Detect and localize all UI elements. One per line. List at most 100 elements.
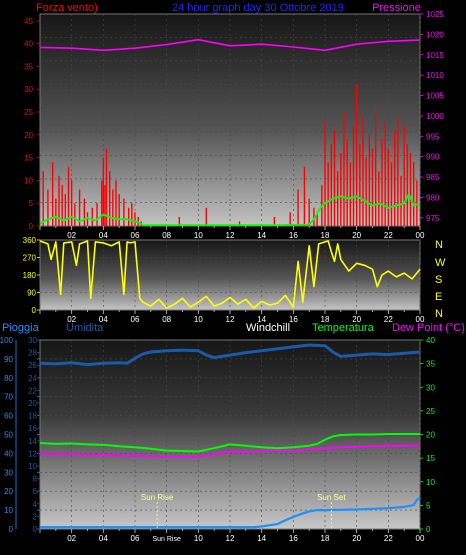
sun-set-label: Sun Set <box>317 493 346 502</box>
direction-grid <box>40 240 421 310</box>
y-tick-label: 360 <box>23 236 37 245</box>
y-tick-label: 10 <box>426 478 435 487</box>
chart-subtitle: 24 hour graph day 30 Ottobre 2019 <box>172 2 344 14</box>
climate-grid <box>40 340 421 529</box>
windchill-title: Windchill <box>246 322 290 334</box>
y-tick-label: 50 <box>4 431 13 440</box>
x-tick-label: 08 <box>162 231 171 240</box>
y-tick-label: 6 <box>33 487 38 496</box>
x-tick-label: 04 <box>99 315 108 324</box>
y-tick-label: 20 <box>28 399 37 408</box>
direction-lines <box>39 240 421 309</box>
compass-label: S <box>435 274 442 286</box>
y-tick-label: 80 <box>4 374 13 383</box>
y-tick-label: 985 <box>426 173 440 182</box>
y-tick-label: 20 <box>4 487 13 496</box>
y-tick-label: 30 <box>28 336 37 345</box>
x-tick-label: 00 <box>416 534 425 543</box>
wind-direction-line <box>39 240 421 309</box>
x-tick-label: 22 <box>384 534 393 543</box>
y-tick-label: 30 <box>426 383 435 392</box>
compass-label: N <box>435 308 443 320</box>
y-tick-label: 18 <box>28 412 37 421</box>
y-tick-label: 90 <box>4 355 13 364</box>
y-tick-label: 10 <box>24 176 33 185</box>
y-tick-label: 0 <box>426 525 431 534</box>
dew-point-line <box>39 444 421 458</box>
y-tick-label: 30 <box>24 85 33 94</box>
y-tick-label: 180 <box>23 271 37 280</box>
x-tick-label: 14 <box>257 231 266 240</box>
temperature-title: Temperatura <box>312 322 375 334</box>
pressure-line <box>39 38 421 52</box>
y-tick-label: 0 <box>32 306 37 315</box>
x-tick-label: 10 <box>194 534 203 543</box>
sun-rise-label: Sun Rise <box>141 493 174 502</box>
y-tick-label: 5 <box>426 501 431 510</box>
x-tick-label: 20 <box>352 534 361 543</box>
x-tick-label: 06 <box>131 315 140 324</box>
pressure-title: Pressione <box>372 2 421 14</box>
y-tick-label: 1005 <box>426 92 444 101</box>
y-tick-label: 25 <box>426 407 435 416</box>
y-tick-label: 20 <box>24 131 33 140</box>
x-tick-label: 18 <box>321 534 330 543</box>
x-tick-label: 20 <box>352 315 361 324</box>
y-tick-label: 10 <box>4 506 13 515</box>
wind-grid <box>40 14 421 226</box>
x-tick-label: 16 <box>289 534 298 543</box>
y-tick-label: 12 <box>28 449 37 458</box>
y-tick-label: 28 <box>28 349 37 358</box>
x-tick-label: 12 <box>226 534 235 543</box>
y-tick-label: 0 <box>29 222 34 231</box>
y-tick-label: 15 <box>24 154 33 163</box>
y-tick-label: 35 <box>24 62 33 71</box>
y-tick-label: 975 <box>426 214 440 223</box>
y-tick-label: 20 <box>426 431 435 440</box>
x-tick-label: 16 <box>289 315 298 324</box>
x-tick-label: 04 <box>99 231 108 240</box>
y-tick-label: 16 <box>28 424 37 433</box>
y-tick-label: 0 <box>9 525 14 534</box>
x-tick-label: 12 <box>226 315 235 324</box>
y-tick-label: 4 <box>33 500 38 509</box>
y-tick-label: 980 <box>426 193 440 202</box>
compass-label: N <box>435 239 443 251</box>
y-tick-label: 995 <box>426 132 440 141</box>
climate-axes: 02 04 06 Sun Rise 10 12 14 16 18 20 22 000102030405… <box>0 336 435 543</box>
y-tick-label: 45 <box>24 17 33 26</box>
y-tick-label: 270 <box>23 254 37 263</box>
x-tick-label: 18 <box>321 315 330 324</box>
y-tick-label: 100 <box>0 336 14 345</box>
y-tick-label: 2 <box>33 512 38 521</box>
climate-lines <box>39 343 421 529</box>
y-tick-label: 26 <box>28 361 37 370</box>
y-tick-label: 40 <box>4 449 13 458</box>
y-tick-label: 10 <box>28 462 37 471</box>
x-tick-label: 02 <box>67 231 76 240</box>
x-tick-label: 20 <box>352 231 361 240</box>
wind-speed-title: Forza vento) <box>36 2 98 14</box>
y-tick-label: 1010 <box>426 71 444 80</box>
wind-axes: 02 04 06 08 10 12 14 16 18 20 22 000510152025303540… <box>24 10 444 240</box>
x-tick-label: 00 <box>416 231 425 240</box>
y-tick-label: 70 <box>4 393 13 402</box>
y-tick-label: 1025 <box>426 10 444 19</box>
x-tick-label: 16 <box>289 231 298 240</box>
x-tick-label: 04 <box>99 534 108 543</box>
y-tick-label: 990 <box>426 153 440 162</box>
y-tick-label: 5 <box>29 199 34 208</box>
y-tick-label: 35 <box>426 360 435 369</box>
x-tick-label: 06 <box>131 231 140 240</box>
y-tick-label: 1000 <box>426 112 444 121</box>
humidity-title: Umidita <box>66 322 104 334</box>
x-tick-label: 00 <box>416 315 425 324</box>
x-tick-label: 14 <box>257 315 266 324</box>
y-tick-label: 0 <box>33 525 38 534</box>
x-tick-label: 10 <box>194 315 203 324</box>
x-tick-label: 22 <box>384 315 393 324</box>
y-tick-label: 60 <box>4 412 13 421</box>
